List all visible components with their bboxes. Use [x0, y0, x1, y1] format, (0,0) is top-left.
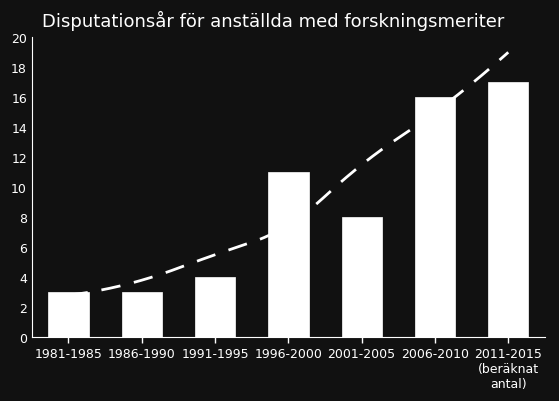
Bar [415, 98, 455, 337]
Bar [48, 292, 89, 337]
Bar [268, 173, 309, 337]
Bar [122, 292, 162, 337]
Bar [342, 218, 382, 337]
Text: Disputationsår för anställda med forskningsmeriter: Disputationsår för anställda med forskni… [42, 11, 504, 31]
Bar [488, 83, 528, 337]
Bar [195, 277, 235, 337]
